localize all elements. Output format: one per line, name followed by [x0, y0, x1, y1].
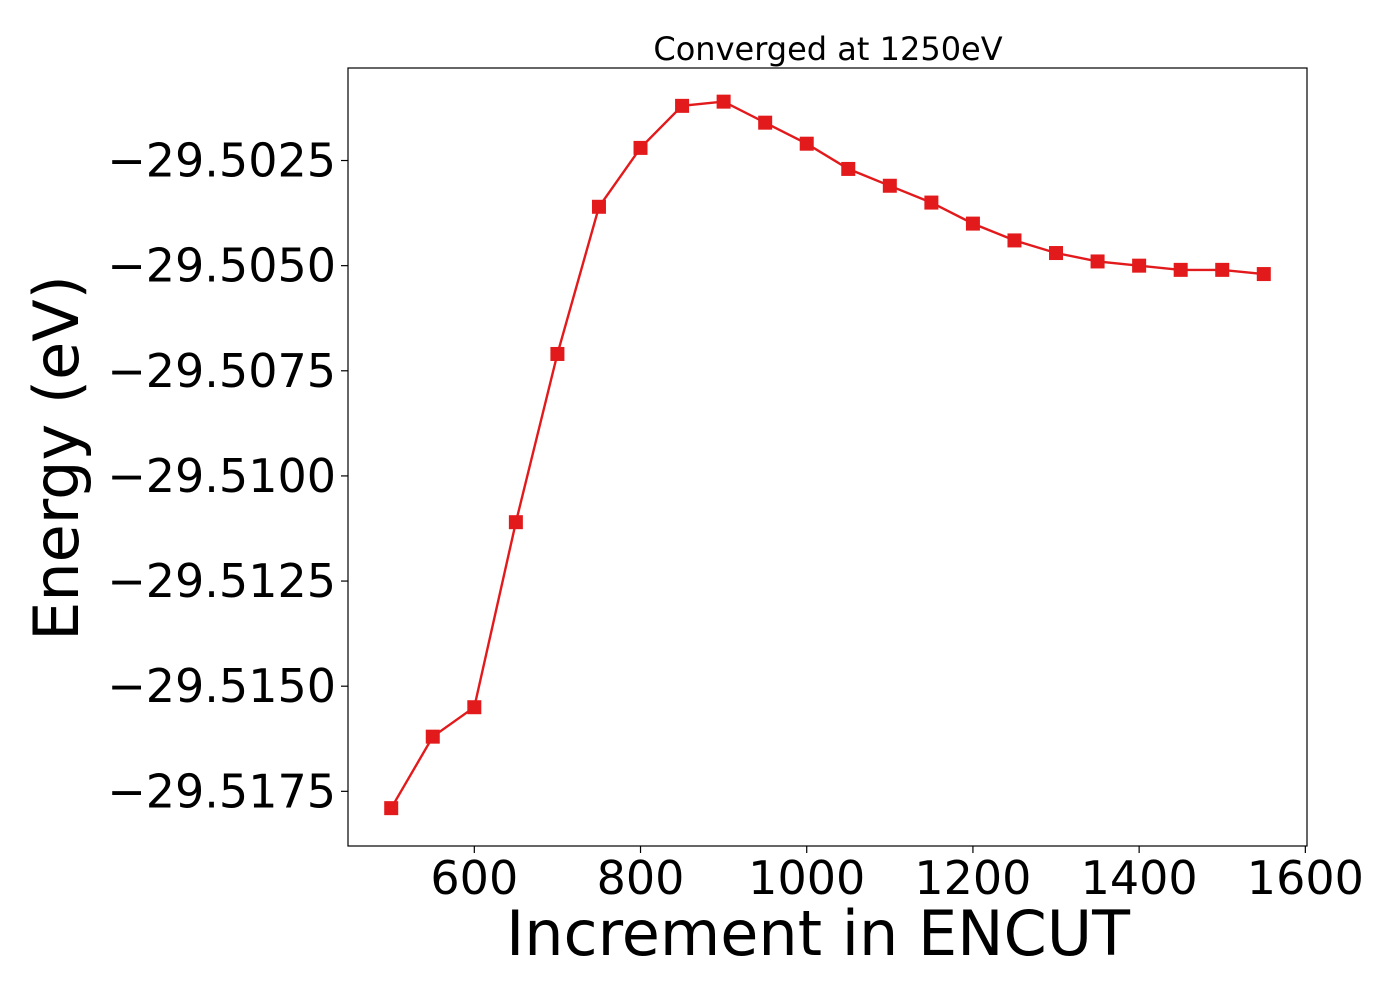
- data-point-marker: [1256, 267, 1271, 282]
- data-point-marker: [924, 195, 939, 210]
- y-tick-label: −29.5100: [107, 449, 336, 503]
- chart-title: Converged at 1250eV: [653, 30, 1002, 68]
- data-point-marker: [965, 216, 980, 231]
- x-tick-label: 1200: [914, 851, 1031, 905]
- data-point-marker: [1215, 262, 1230, 277]
- data-point-marker: [675, 98, 690, 113]
- data-point-marker: [799, 136, 814, 151]
- energy-series-line: [390, 100, 1264, 809]
- data-point-marker: [467, 700, 482, 715]
- data-point-marker: [550, 346, 565, 361]
- y-tick-label: −29.5050: [107, 239, 336, 293]
- y-tick-label: −29.5125: [107, 554, 336, 608]
- x-axis-label: Increment in ENCUT: [506, 897, 1131, 970]
- x-tick-label: 1600: [1247, 851, 1364, 905]
- y-axis-label: Energy (eV): [20, 275, 93, 641]
- data-point-marker: [882, 178, 897, 193]
- data-point-marker: [591, 199, 606, 214]
- y-tick-label: −29.5175: [107, 764, 336, 818]
- y-axis-ticks: −29.5025 −29.5050 −29.5075 −29.5100 −29.5125…: [107, 134, 348, 818]
- data-point-marker: [384, 801, 399, 816]
- data-point-marker: [1132, 258, 1147, 273]
- data-point-marker: [758, 115, 773, 130]
- data-point-marker: [1090, 254, 1105, 269]
- data-point-marker: [716, 94, 731, 109]
- y-tick-label: −29.5025: [107, 134, 336, 188]
- x-axis-ticks: 600 800 1000 1200 1400 1600: [430, 846, 1364, 905]
- data-point-marker: [1007, 233, 1022, 248]
- x-tick-label: 600: [430, 851, 518, 905]
- energy-series-markers: [384, 94, 1271, 816]
- data-point-marker: [425, 729, 440, 744]
- plot-area-frame: [347, 67, 1308, 847]
- data-point-marker: [508, 515, 523, 530]
- y-tick-label: −29.5075: [107, 344, 336, 398]
- x-tick-label: 1000: [748, 851, 865, 905]
- y-tick-label: −29.5150: [107, 659, 336, 713]
- data-point-marker: [1049, 246, 1064, 261]
- data-point-marker: [1173, 262, 1188, 277]
- data-point-marker: [633, 140, 648, 155]
- data-point-marker: [841, 161, 856, 176]
- x-tick-label: 800: [597, 851, 685, 905]
- x-tick-label: 1400: [1081, 851, 1198, 905]
